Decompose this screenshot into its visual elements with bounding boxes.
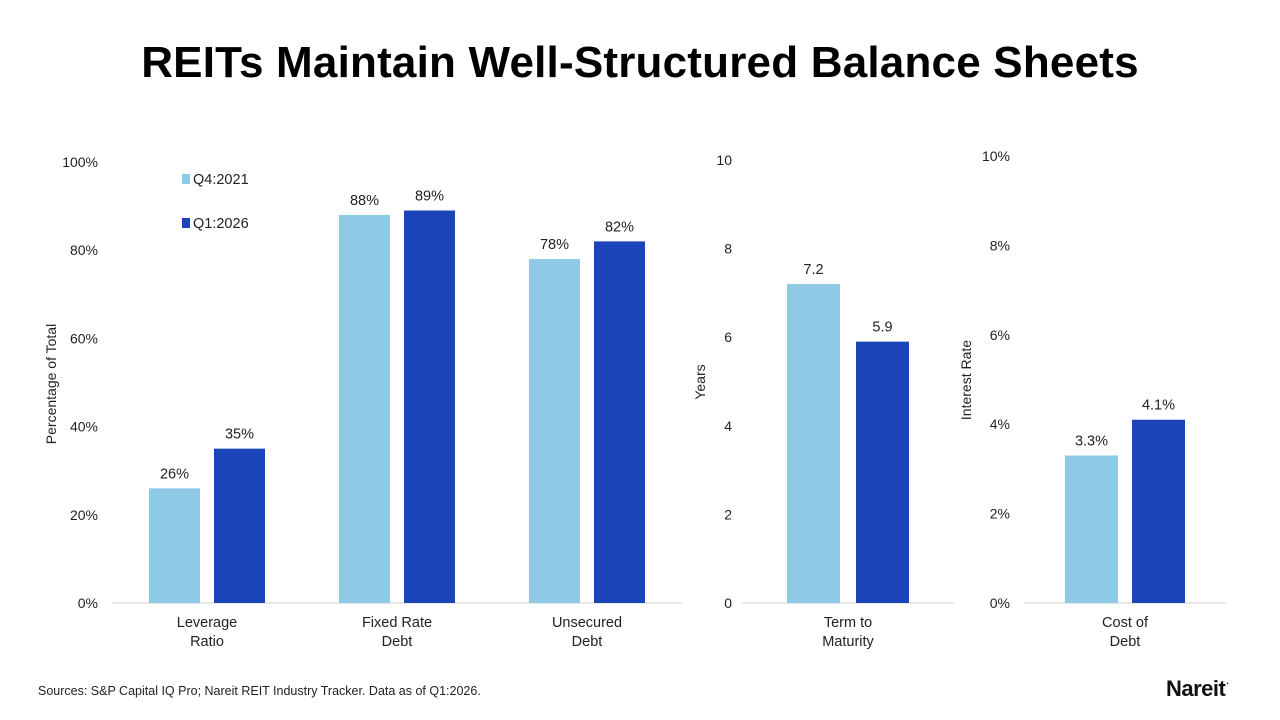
y-tick-label: 40% <box>70 419 98 435</box>
category-label: Term to <box>824 615 872 631</box>
bar-q1-2026 <box>856 341 909 603</box>
y-tick-label: 6 <box>724 329 732 345</box>
category-label: Cost of <box>1102 615 1149 631</box>
data-label: 3.3% <box>1075 433 1108 449</box>
source-note: Sources: S&P Capital IQ Pro; Nareit REIT… <box>38 684 481 698</box>
y-tick-label: 4% <box>990 416 1010 432</box>
logo-mark: . <box>1226 676 1229 686</box>
page-title: REITs Maintain Well-Structured Balance S… <box>141 38 1139 87</box>
y-tick-label: 0% <box>78 595 98 611</box>
category-label: Leverage <box>177 615 237 631</box>
bar-q1-2026 <box>1132 419 1185 603</box>
bar-q1-2026 <box>594 241 645 603</box>
category-label: Debt <box>1110 634 1141 650</box>
y-tick-label: 0% <box>990 595 1010 611</box>
bar-q4-2021 <box>529 259 580 603</box>
y-tick-label: 4 <box>724 418 732 434</box>
bar-q4-2021 <box>149 488 200 603</box>
category-label: Maturity <box>822 634 874 650</box>
data-label: 82% <box>605 219 634 235</box>
data-label: 4.1% <box>1142 398 1175 414</box>
category-label: Debt <box>572 634 603 650</box>
legend-label: Q4:2021 <box>193 172 249 188</box>
y-axis-title-2: Years <box>692 364 708 399</box>
bar-q1-2026 <box>404 210 455 603</box>
y-tick-label: 10 <box>716 152 732 168</box>
category-label: Debt <box>382 634 413 650</box>
y-tick-label: 2% <box>990 506 1010 522</box>
y-tick-label: 20% <box>70 507 98 523</box>
category-label: Fixed Rate <box>362 615 432 631</box>
data-label: 26% <box>160 466 189 482</box>
category-label: Unsecured <box>552 615 622 631</box>
y-tick-label: 60% <box>70 330 98 346</box>
data-label: 5.9 <box>872 320 892 336</box>
data-label: 35% <box>225 427 254 443</box>
legend-label: Q1:2026 <box>193 216 249 232</box>
bar-q1-2026 <box>214 448 265 603</box>
bar-q4-2021 <box>1065 455 1118 603</box>
y-tick-label: 2 <box>724 506 732 522</box>
y-tick-label: 6% <box>990 327 1010 343</box>
y-tick-label: 0 <box>724 595 732 611</box>
logo-text: Nareit <box>1166 676 1226 701</box>
data-label: 78% <box>540 237 569 253</box>
y-axis-title-1: Percentage of Total <box>43 324 59 444</box>
y-tick-label: 8% <box>990 237 1010 253</box>
legend-swatch-q4-2021 <box>182 174 190 184</box>
y-tick-label: 8 <box>724 241 732 257</box>
data-label: 89% <box>415 189 444 205</box>
bar-q4-2021 <box>339 214 390 604</box>
category-label: Ratio <box>190 634 224 650</box>
legend-swatch-q1-2026 <box>182 218 190 228</box>
data-label: 7.2 <box>803 262 823 278</box>
y-axis-title-3: Interest Rate <box>958 340 974 420</box>
nareit-logo: Nareit. <box>1166 676 1229 702</box>
data-label: 88% <box>350 193 379 209</box>
y-tick-label: 80% <box>70 242 98 258</box>
y-tick-label: 100% <box>62 154 98 170</box>
bar-q4-2021 <box>787 284 840 603</box>
y-tick-label: 10% <box>982 148 1010 164</box>
